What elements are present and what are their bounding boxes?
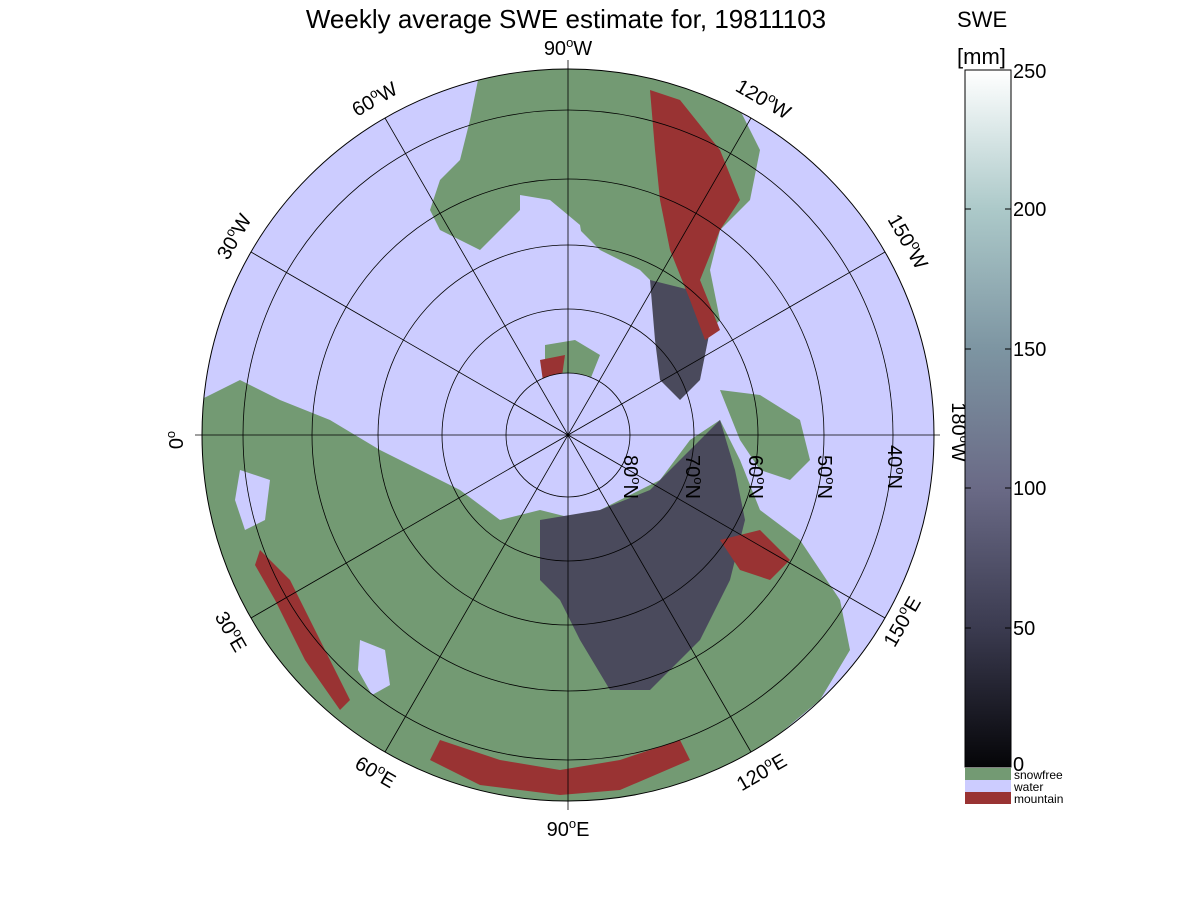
- lat-label-40: 40oN: [883, 445, 908, 489]
- lon-label-30e: 30oE: [210, 606, 253, 656]
- colorbar-tick-200: 200: [1013, 199, 1046, 221]
- lat-label-60: 60oN: [744, 455, 769, 499]
- caspian-sea: [358, 640, 390, 695]
- lon-label-90e: 90oE: [547, 816, 590, 841]
- lat-label-50: 50oN: [813, 455, 838, 499]
- label-snowfree: snowfree: [1014, 768, 1063, 782]
- colorbar-label-unit: [mm]: [957, 44, 1006, 69]
- colorbar-tick-100: 100: [1013, 478, 1046, 500]
- swatch-water: [965, 780, 1011, 792]
- east-asia-mountains: [720, 530, 790, 580]
- lon-label-0: 0o: [163, 431, 188, 449]
- hudson-bay: [520, 195, 585, 275]
- siberia-snow-cover: [540, 420, 745, 690]
- swatch-snowfree: [965, 768, 1011, 780]
- meridian-150w-30e: [250, 251, 886, 619]
- lon-label-90w: 90oW: [544, 35, 592, 60]
- label-mountain: mountain: [1014, 792, 1063, 806]
- map-title: Weekly average SWE estimate for, 1981110…: [306, 4, 826, 34]
- colorbar: SWE [mm] 0 50 100 150 200 250 snowfree w…: [957, 7, 1063, 806]
- colorbar-label-swe: SWE: [957, 7, 1007, 32]
- colorbar-tick-250: 250: [1013, 61, 1046, 83]
- himalaya-mountains: [430, 740, 690, 795]
- meridians: [195, 60, 940, 810]
- lat-label-70: 70oN: [681, 455, 706, 499]
- lat-label-80: 80oN: [619, 455, 644, 499]
- colorbar-tick-50: 50: [1013, 618, 1035, 640]
- colorbar-gradient: [964, 69, 1012, 768]
- latitude-labels: 80oN 70oN 60oN 50oN 40oN: [619, 445, 908, 499]
- colorbar-tick-0: 0: [1013, 754, 1024, 776]
- swatch-mountain: [965, 792, 1011, 804]
- label-water: water: [1013, 780, 1043, 794]
- baltic-sea: [235, 470, 270, 530]
- map-border: [201, 68, 935, 802]
- colorbar-ticks: 0 50 100 150 200 250: [965, 61, 1046, 776]
- ural-alps-mountains: [255, 550, 350, 710]
- polar-map: [195, 60, 940, 810]
- colorbar-tick-150: 150: [1013, 339, 1046, 361]
